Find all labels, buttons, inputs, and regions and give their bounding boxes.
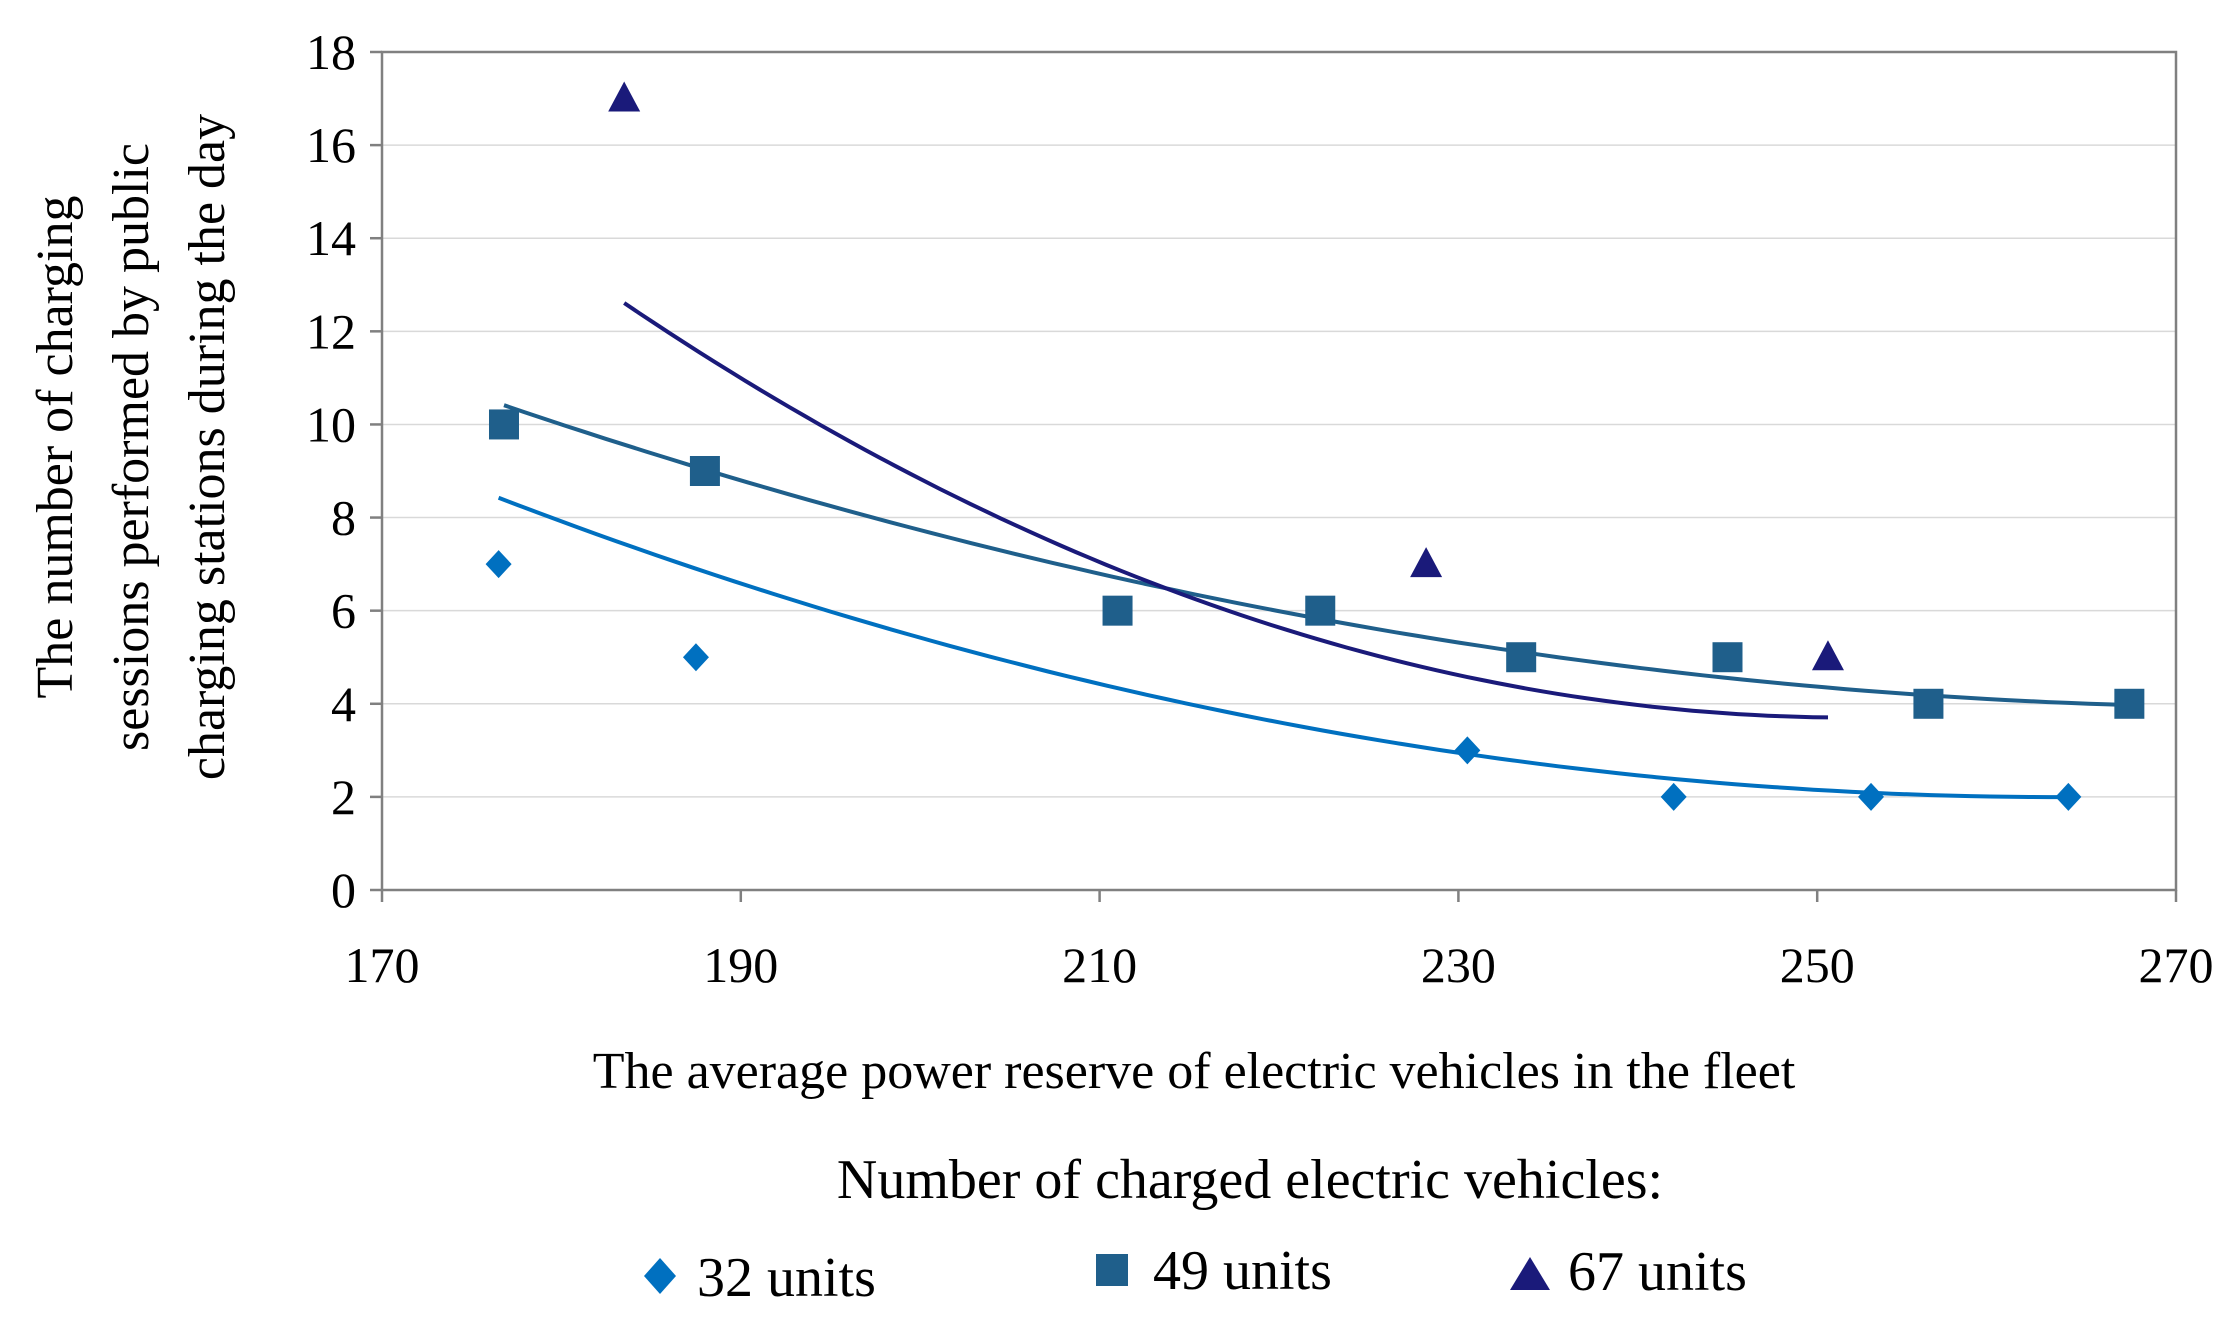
legend-marker-square xyxy=(1096,1254,1128,1286)
y-tick-label-4: 4 xyxy=(331,676,356,732)
y-tick-label-10: 10 xyxy=(306,396,356,452)
legend-label-32-units: 32 units xyxy=(697,1247,876,1309)
legend-marker-diamond xyxy=(644,1258,676,1294)
y-axis-title: The number of charging sessions performe… xyxy=(27,114,236,780)
plot-frame xyxy=(380,50,2178,892)
legend-item-67-units: 67 units xyxy=(1510,1241,1747,1303)
point-series-0-1 xyxy=(682,643,709,672)
legend-label-67-units: 67 units xyxy=(1568,1241,1747,1303)
point-series-0-3 xyxy=(1660,782,1687,811)
y-axis-ticks: 0 2 4 6 8 10 12 14 16 18 xyxy=(306,24,382,918)
point-series-1-6 xyxy=(1913,688,1944,719)
point-series-1-5 xyxy=(1712,642,1743,673)
point-series-2-1 xyxy=(1410,547,1443,578)
point-series-0-2 xyxy=(1454,736,1481,765)
x-tick-label-270: 270 xyxy=(2139,937,2214,993)
y-tick-label-8: 8 xyxy=(331,490,356,546)
point-series-1-2 xyxy=(1102,595,1133,626)
trend-line-series-1 xyxy=(503,403,2130,708)
legend-item-32-units: 32 units xyxy=(644,1247,876,1309)
point-series-1-0 xyxy=(488,409,519,440)
y-axis-title-line-3: charging stations during the day xyxy=(179,114,236,780)
x-tick-label-210: 210 xyxy=(1062,937,1137,993)
legend-marker-triangle xyxy=(1510,1257,1550,1290)
legend-title: Number of charged electric vehicles: xyxy=(837,1149,1663,1211)
point-series-1-1 xyxy=(689,456,720,486)
y-tick-label-2: 2 xyxy=(331,769,356,825)
x-tick-label-230: 230 xyxy=(1421,937,1496,993)
point-series-0-5 xyxy=(2055,782,2082,811)
point-series-1-4 xyxy=(1506,642,1537,673)
legend-item-49-units: 49 units xyxy=(1096,1240,1332,1302)
point-series-0-4 xyxy=(1858,782,1885,811)
x-tick-label-190: 190 xyxy=(703,937,778,993)
point-series-2-0 xyxy=(608,81,641,112)
y-tick-label-14: 14 xyxy=(306,210,356,266)
point-series-1-3 xyxy=(1305,595,1336,626)
trend-lines xyxy=(497,301,2130,800)
data-points xyxy=(485,81,2145,811)
x-tick-label-170: 170 xyxy=(345,937,420,993)
point-series-0-0 xyxy=(485,550,512,579)
y-tick-label-18: 18 xyxy=(306,24,356,80)
legend: 32 units 49 units 67 units xyxy=(644,1240,1747,1309)
grid xyxy=(382,51,2176,798)
point-series-2-2 xyxy=(1811,640,1844,671)
trend-line-series-2 xyxy=(623,301,1829,720)
x-tick-label-250: 250 xyxy=(1780,937,1855,993)
point-series-1-7 xyxy=(2114,688,2145,719)
x-axis-ticks: 170 190 210 230 250 270 xyxy=(345,890,2214,993)
x-axis-title: The average power reserve of electric ve… xyxy=(593,1043,1796,1100)
y-tick-label-12: 12 xyxy=(306,303,356,359)
y-axis-title-line-2: sessions performed by public xyxy=(103,143,160,751)
y-tick-label-16: 16 xyxy=(306,117,356,173)
y-tick-label-0: 0 xyxy=(331,862,356,918)
y-tick-label-6: 6 xyxy=(331,583,356,639)
trend-line-series-0 xyxy=(497,495,2069,800)
legend-label-49-units: 49 units xyxy=(1153,1240,1332,1302)
y-axis-title-line-1: The number of charging xyxy=(27,196,84,699)
